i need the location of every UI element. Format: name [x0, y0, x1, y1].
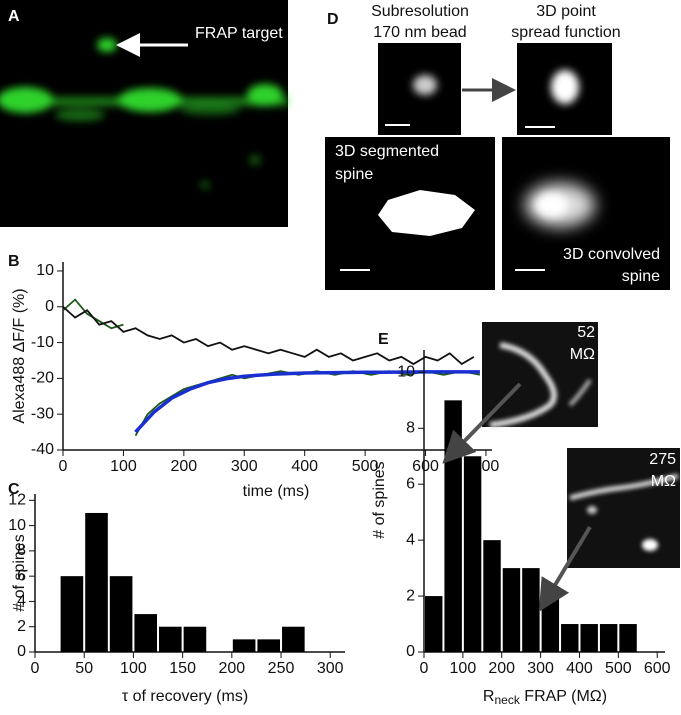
panel-label: E — [378, 331, 389, 348]
caption: 3D segmented — [335, 143, 439, 160]
x-tick-label: 300 — [231, 458, 258, 475]
x-tick-label: 0 — [420, 660, 429, 677]
bar — [282, 626, 305, 652]
y-tick-label: 10 — [397, 364, 415, 381]
bar — [183, 626, 207, 652]
micrograph-a — [0, 0, 288, 227]
insets — [442, 322, 680, 612]
x-axis-label: Rneck FRAP (MΩ) — [483, 688, 607, 707]
x-tick-label: 200 — [488, 660, 515, 677]
trace — [62, 298, 481, 437]
x-tick-label: 0 — [31, 660, 40, 677]
x-axis-label-sub: neck — [494, 693, 520, 707]
y-axis-label: Alexa488 ΔF/F (%) — [11, 288, 28, 423]
bar — [502, 568, 521, 652]
y-tick-label: 4 — [406, 531, 415, 548]
panel-label: A — [8, 8, 20, 25]
x-tick-label: 100 — [450, 660, 477, 677]
x-tick-label: 300 — [527, 660, 554, 677]
y-axis-label: # of spines — [11, 534, 28, 611]
x-tick-label: 200 — [170, 458, 197, 475]
bar — [232, 639, 256, 652]
y-tick-label: 0 — [406, 643, 415, 660]
caption: spine — [335, 166, 373, 183]
y-tick-label: -10 — [31, 334, 54, 351]
y-tick-label: -30 — [31, 405, 54, 422]
y-tick-label: -40 — [31, 441, 54, 458]
y-tick-label: 10 — [36, 262, 54, 279]
x-tick-label: 0 — [59, 458, 68, 475]
x-tick-label: 250 — [268, 660, 295, 677]
caption: 3D point — [536, 3, 596, 20]
x-tick-label: 50 — [75, 660, 93, 677]
bar — [580, 624, 598, 652]
inset-label: MΩ — [651, 473, 676, 490]
y-tick-label: 8 — [406, 420, 415, 437]
inset-label: 275 — [649, 451, 676, 468]
caption: spine — [622, 268, 660, 285]
bar — [85, 512, 108, 652]
bar — [134, 614, 158, 652]
trace — [134, 370, 480, 434]
caption: spread function — [511, 24, 620, 41]
x-tick-label: 100 — [120, 660, 147, 677]
x-tick-label: 150 — [169, 660, 196, 677]
y-tick-label: 0 — [45, 298, 54, 315]
panel-label: B — [8, 253, 20, 270]
y-tick-label: 0 — [17, 643, 26, 660]
bar — [60, 576, 84, 652]
y-tick-label: 12 — [8, 492, 26, 509]
x-tick-label: 200 — [218, 660, 245, 677]
bar — [463, 456, 482, 652]
y-axis-label: # of spines — [371, 461, 388, 538]
x-tick-label: 500 — [352, 458, 379, 475]
bar — [599, 624, 618, 652]
x-tick-label: 100 — [110, 458, 137, 475]
trace — [62, 306, 475, 366]
bar — [159, 626, 182, 652]
inset-label: MΩ — [570, 346, 595, 363]
x-tick-label: 600 — [412, 458, 439, 475]
x-tick-label: 400 — [566, 660, 593, 677]
y-tick-label: 8 — [17, 542, 26, 559]
inset-label: 52 — [577, 324, 595, 341]
bar — [425, 596, 443, 652]
bar — [522, 568, 540, 652]
caption: Subresolution — [371, 3, 469, 20]
x-tick-label: 300 — [317, 660, 344, 677]
y-tick-label: 4 — [17, 593, 26, 610]
panel-label: D — [327, 11, 339, 28]
x-axis-label: τ of recovery (ms) — [122, 688, 248, 705]
bar — [109, 576, 133, 652]
y-tick-label: 2 — [406, 587, 415, 604]
x-axis-label: time (ms) — [243, 483, 310, 500]
x-axis-label-part: R — [483, 688, 495, 705]
x-axis-label-part: FRAP (MΩ) — [520, 688, 607, 705]
y-tick-label: 6 — [406, 475, 415, 492]
y-tick-label: 6 — [17, 567, 26, 584]
bar — [257, 639, 281, 652]
bar — [483, 540, 501, 652]
bar — [444, 400, 462, 652]
bar — [619, 624, 637, 652]
bar — [561, 624, 579, 652]
panel-label: C — [8, 481, 20, 498]
x-tick-label: 500 — [605, 660, 632, 677]
y-tick-label: -20 — [31, 370, 54, 387]
caption: 3D convolved — [563, 246, 660, 263]
y-tick-label: 2 — [17, 618, 26, 635]
x-tick-label: 600 — [644, 660, 671, 677]
y-tick-label: 10 — [8, 517, 26, 534]
caption: 170 nm bead — [373, 24, 466, 41]
micrographs-d — [325, 43, 670, 290]
annotation: FRAP target — [195, 25, 283, 42]
x-tick-label: 400 — [291, 458, 318, 475]
